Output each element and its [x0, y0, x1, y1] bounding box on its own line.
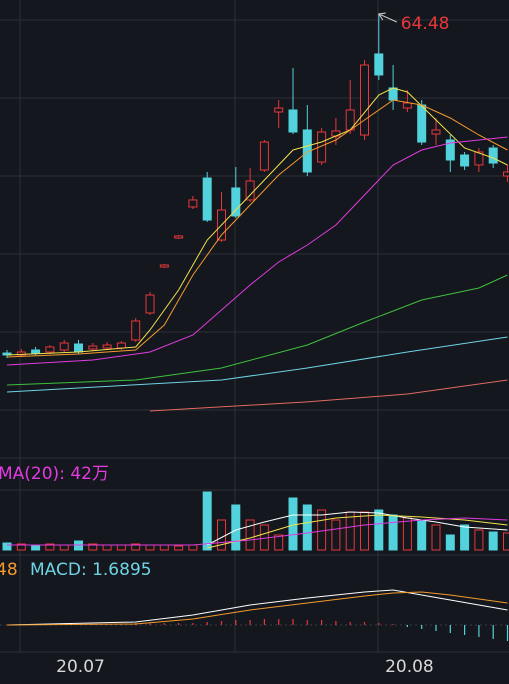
volume-bar	[417, 519, 427, 551]
volume-bar	[503, 532, 509, 551]
candle-body	[274, 107, 284, 113]
ma-line	[206, 511, 508, 546]
volume-bar	[274, 534, 284, 551]
candle-body	[188, 199, 198, 208]
volume-bar	[474, 529, 484, 551]
volume-bar	[331, 519, 341, 551]
candle-body	[488, 147, 498, 164]
dea-label: 48	[0, 560, 18, 580]
candle-body	[74, 343, 83, 353]
volume-bar	[460, 524, 470, 551]
macd-label: MACD: 1.6895	[30, 560, 152, 580]
ma-line	[6, 589, 508, 626]
volume-bar	[288, 497, 298, 551]
volume-bar	[402, 517, 412, 551]
volume-bar	[345, 511, 355, 551]
volume-bar	[131, 543, 141, 551]
candle-body	[31, 349, 41, 354]
candle-body	[88, 345, 98, 350]
annotation-arrowhead	[377, 12, 386, 21]
annotation-arrow	[378, 13, 398, 23]
volume-bar	[31, 544, 41, 551]
candle-body	[16, 351, 26, 356]
volume-bar	[488, 531, 498, 551]
high-label: 64.48	[401, 14, 450, 34]
candle-body	[417, 104, 427, 143]
volume-bar	[45, 543, 55, 551]
candle-body	[503, 171, 509, 177]
candle-body	[374, 53, 384, 76]
candle-body	[245, 180, 255, 201]
candle-body	[116, 342, 126, 349]
candle-body	[259, 141, 269, 171]
candle-body	[145, 294, 155, 314]
volume-bar	[159, 544, 169, 551]
volume-bar	[302, 504, 312, 551]
candle-body	[288, 109, 298, 133]
ma-line	[6, 274, 508, 386]
volume-bar	[145, 544, 155, 551]
candle-body	[102, 344, 112, 349]
candle-body	[460, 154, 470, 167]
candle-body	[360, 64, 369, 136]
volume-bar	[174, 545, 184, 551]
volume-bar	[88, 543, 98, 551]
candle-body	[131, 320, 141, 341]
candle-body	[174, 235, 184, 239]
volume-bar	[102, 544, 112, 551]
candle-body	[445, 139, 455, 161]
volume-bar	[388, 514, 398, 551]
x-tick-label: 20.08	[385, 657, 434, 677]
ma-line	[6, 87, 508, 356]
volume-bar	[245, 519, 255, 551]
volume-bar	[59, 544, 69, 551]
ma-line	[6, 99, 508, 358]
ma-line	[149, 379, 508, 412]
candle-body	[159, 264, 169, 268]
candle-body	[231, 187, 241, 217]
volume-bar	[360, 511, 369, 551]
volume-bar	[116, 544, 126, 551]
volume-bar	[374, 509, 384, 551]
volume-bar	[317, 509, 327, 551]
ma-line	[7, 517, 508, 546]
volume-bar	[231, 504, 241, 551]
candle-body	[202, 177, 212, 221]
ma-line	[6, 336, 508, 393]
volume-bar	[431, 524, 441, 551]
candle-body	[45, 346, 55, 353]
candle-body	[402, 102, 412, 109]
ma-line	[6, 136, 508, 366]
candle-body	[302, 129, 312, 173]
volume-bar	[16, 543, 26, 551]
volume-ma-label: MA(20): 42万	[0, 464, 109, 484]
ma-line	[207, 514, 508, 549]
volume-bar	[445, 534, 455, 551]
candle-body	[59, 342, 69, 351]
candle-body	[431, 129, 441, 135]
ma-line	[6, 591, 508, 626]
volume-bar	[2, 542, 12, 551]
candle-body	[474, 151, 484, 166]
volume-bar	[202, 491, 212, 551]
volume-bar	[188, 544, 198, 551]
candle-body	[317, 131, 327, 163]
x-tick-label: 20.07	[56, 657, 105, 677]
